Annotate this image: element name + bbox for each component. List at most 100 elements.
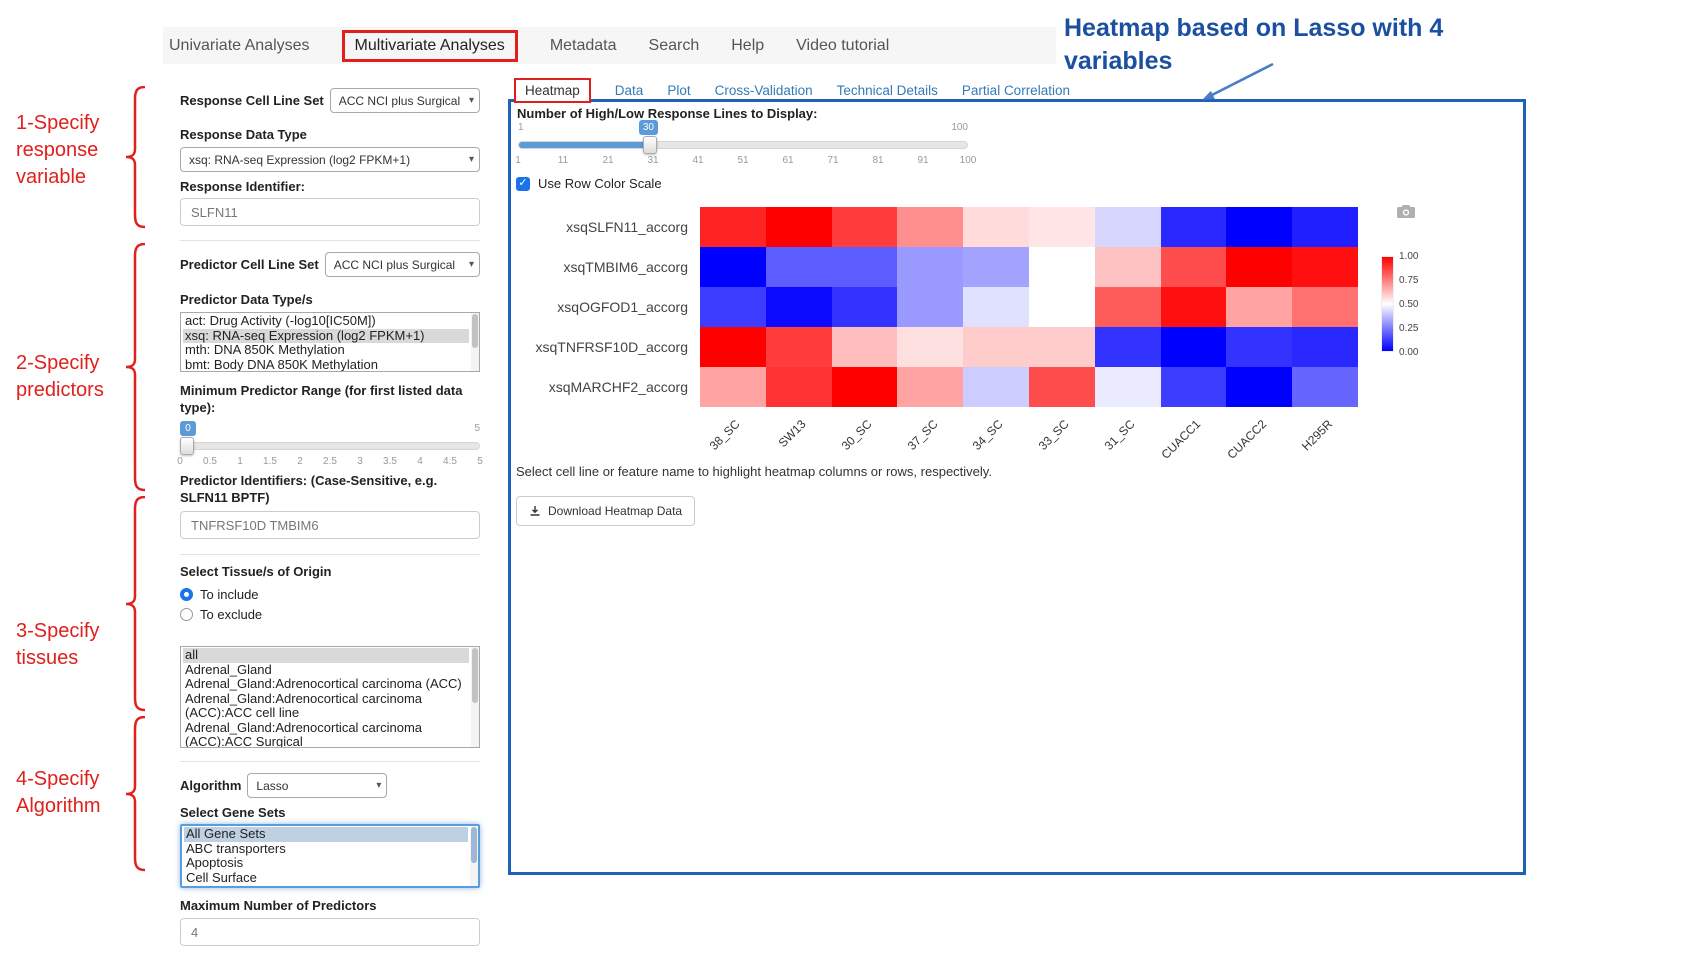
listbox-option[interactable]: ABC transporters: [186, 840, 286, 856]
listbox-option[interactable]: Cell Surface: [186, 869, 257, 885]
heatmap-cell[interactable]: [1226, 327, 1293, 367]
slider-handle[interactable]: [180, 437, 194, 455]
heatmap-col-label[interactable]: 37_SC: [904, 417, 941, 453]
listbox-option[interactable]: xsq: RNA-seq Expression (log2 FPKM+1): [183, 328, 469, 343]
heatmap-col-label[interactable]: H295R: [1298, 417, 1336, 454]
heatmap-col-label[interactable]: 38_SC: [706, 417, 743, 453]
heatmap-col-label[interactable]: 31_SC: [1101, 417, 1138, 453]
heatmap-cell[interactable]: [1160, 327, 1227, 367]
heatmap-cell[interactable]: [1226, 367, 1293, 407]
listbox-option[interactable]: All Gene Sets: [184, 826, 468, 842]
gene-sets-listbox[interactable]: All Gene Sets ABC transporters Apoptosis Ce…: [180, 824, 480, 888]
min-range-slider[interactable]: 0 5 0 0 0.5 1 1.5 2 2.5 3 3.5 4 4.5 5: [177, 421, 483, 470]
heatmap-cell[interactable]: [1029, 247, 1095, 287]
heatmap-cell[interactable]: [765, 287, 832, 327]
heatmap-cell[interactable]: [897, 247, 964, 287]
scrollbar-thumb[interactable]: [471, 827, 477, 863]
heatmap-cell[interactable]: [700, 327, 766, 367]
heatmap-cell[interactable]: [831, 327, 898, 367]
nav-item-metadata[interactable]: Metadata: [549, 36, 617, 54]
tissue-listbox[interactable]: all Adrenal_Gland Adrenal_Gland:Adrenocort…: [180, 646, 480, 748]
nav-item-help[interactable]: Help: [731, 36, 765, 54]
scrollbar[interactable]: [471, 313, 479, 371]
heatmap-cell[interactable]: [700, 287, 766, 327]
heatmap-cell[interactable]: [1292, 287, 1358, 327]
heatmap-cell[interactable]: [1292, 327, 1358, 367]
predictor-data-types-listbox[interactable]: act: Drug Activity (-log10[IC50M]) xsq: R…: [180, 312, 480, 372]
heatmap-col-label[interactable]: 34_SC: [970, 417, 1007, 453]
max-predictors-input[interactable]: [180, 918, 480, 946]
nav-item-multivariate-analyses[interactable]: Multivariate Analyses: [341, 29, 518, 62]
scrollbar-thumb[interactable]: [472, 648, 478, 703]
heatmap-row-label[interactable]: xsqTMBIM6_accorg: [563, 259, 688, 275]
nav-item-search[interactable]: Search: [648, 36, 700, 54]
heatmap-cell[interactable]: [765, 367, 832, 407]
listbox-option[interactable]: all: [183, 647, 469, 663]
listbox-option[interactable]: bmt: Body DNA 850K Methylation: [185, 356, 378, 372]
heatmap-cell[interactable]: [1292, 247, 1358, 287]
response-identifier-input[interactable]: [180, 198, 480, 226]
predictor-identifiers-input[interactable]: [180, 511, 480, 539]
heatmap-cell[interactable]: [1029, 287, 1095, 327]
heatmap-cell[interactable]: [897, 287, 964, 327]
heatmap-row-label[interactable]: xsqMARCHF2_accorg: [548, 379, 688, 395]
heatmap-cell[interactable]: [897, 367, 964, 407]
scrollbar[interactable]: [470, 826, 478, 886]
heatmap-col-label[interactable]: 30_SC: [838, 417, 875, 453]
scrollbar[interactable]: [471, 647, 479, 747]
heatmap-cell[interactable]: [963, 207, 1029, 247]
heatmap-cell[interactable]: [1160, 367, 1227, 407]
row-color-scale-checkbox[interactable]: ✓ Use Row Color Scale: [516, 176, 662, 191]
heatmap-cell[interactable]: [1292, 207, 1358, 247]
heatmap-cell[interactable]: [700, 207, 766, 247]
listbox-option[interactable]: Adrenal_Gland: [185, 661, 272, 677]
heatmap-cell[interactable]: [897, 327, 964, 367]
tab-cross-validation[interactable]: Cross-Validation: [714, 83, 813, 98]
heatmap-cell[interactable]: [1094, 327, 1161, 367]
download-heatmap-data-button[interactable]: Download Heatmap Data: [516, 496, 696, 526]
response-cell-line-set-select[interactable]: ACC NCI plus Surgical ▾: [329, 88, 480, 113]
listbox-option[interactable]: Adrenal_Gland:Adrenocortical carcinoma (…: [185, 676, 462, 691]
tab-technical-details[interactable]: Technical Details: [836, 83, 938, 98]
heatmap-cell[interactable]: [963, 287, 1029, 327]
scrollbar-thumb[interactable]: [472, 314, 478, 348]
heatmap-col-label[interactable]: SW13: [775, 417, 809, 451]
heatmap-cell[interactable]: [700, 247, 766, 287]
heatmap-cell[interactable]: [1226, 287, 1293, 327]
tab-partial-correlation[interactable]: Partial Correlation: [961, 83, 1070, 98]
heatmap-cell[interactable]: [765, 207, 832, 247]
heatmap-row-label[interactable]: xsqSLFN11_accorg: [566, 219, 688, 235]
heatmap-grid[interactable]: [700, 207, 1358, 407]
listbox-option[interactable]: Adrenal_Gland:Adrenocortical carcinoma (…: [185, 719, 423, 748]
heatmap-cell[interactable]: [963, 367, 1029, 407]
heatmap-cell[interactable]: [1160, 247, 1227, 287]
heatmap-cell[interactable]: [831, 287, 898, 327]
heatmap-cell[interactable]: [1094, 207, 1161, 247]
heatmap-cell[interactable]: [831, 247, 898, 287]
listbox-option[interactable]: Apoptosis: [186, 855, 244, 870]
heatmap-cell[interactable]: [765, 327, 832, 367]
heatmap-cell[interactable]: [831, 207, 898, 247]
radio-to-exclude[interactable]: To exclude: [180, 604, 480, 624]
heatmap-col-label[interactable]: CUACC1: [1158, 417, 1204, 462]
heatmap-cell[interactable]: [897, 207, 964, 247]
heatmap-cell[interactable]: [1029, 367, 1095, 407]
heatmap-cell[interactable]: [1094, 287, 1161, 327]
heatmap-cell[interactable]: [1226, 247, 1293, 287]
listbox-option[interactable]: act: Drug Activity (-log10[IC50M]): [185, 313, 376, 328]
heatmap-cell[interactable]: [1094, 247, 1161, 287]
heatmap-cell[interactable]: [700, 367, 766, 407]
nav-item-video-tutorial[interactable]: Video tutorial: [796, 36, 890, 54]
heatmap-cell[interactable]: [765, 247, 832, 287]
heatmap-row-label[interactable]: xsqOGFOD1_accorg: [557, 299, 688, 315]
listbox-option[interactable]: mth: DNA 850K Methylation: [185, 342, 345, 357]
tab-plot[interactable]: Plot: [667, 83, 691, 98]
heatmap-col-label[interactable]: 33_SC: [1035, 417, 1072, 453]
response-data-type-select[interactable]: xsq: RNA-seq Expression (log2 FPKM+1) ▾: [180, 147, 480, 172]
tab-data[interactable]: Data: [614, 83, 644, 98]
predictor-cell-line-set-select[interactable]: ACC NCI plus Surgical ▾: [324, 252, 480, 277]
slider-track[interactable]: [518, 141, 968, 149]
heatmap-col-label[interactable]: CUACC2: [1224, 417, 1270, 462]
slider-track[interactable]: [180, 442, 480, 450]
heatmap-cell[interactable]: [963, 327, 1029, 367]
